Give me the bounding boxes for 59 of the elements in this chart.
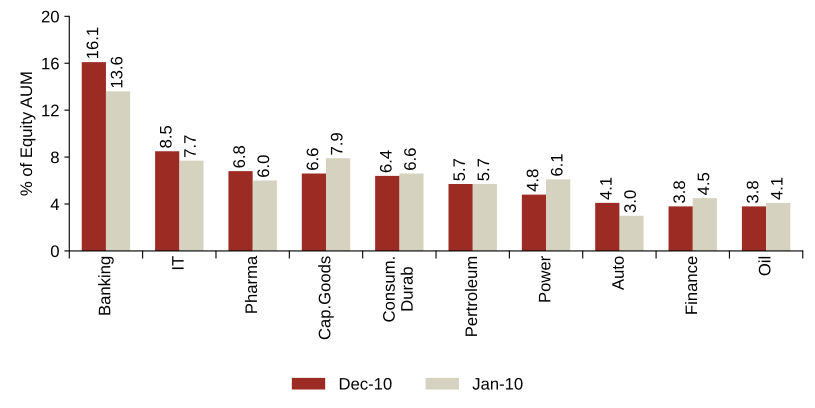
x-tick-label: Consum. Durab bbox=[383, 257, 413, 322]
x-tick-label: Auto bbox=[612, 256, 624, 290]
legend-label: Dec-10 bbox=[340, 378, 392, 390]
legend-label: Jan-10 bbox=[472, 378, 523, 390]
text: 5.7 bbox=[453, 158, 466, 181]
text: 6.4 bbox=[380, 150, 392, 172]
bar bbox=[326, 158, 350, 251]
bar bbox=[375, 176, 400, 251]
x-tick-label: Power bbox=[538, 256, 551, 302]
x-tick-label: IT bbox=[172, 256, 184, 270]
text: 4.8 bbox=[526, 169, 538, 192]
text: 16.1 bbox=[86, 28, 98, 58]
y-tick-label: 8 bbox=[51, 151, 59, 164]
text: 6.6 bbox=[404, 148, 416, 170]
bar bbox=[179, 160, 204, 251]
bar bbox=[546, 179, 570, 251]
x-tick-label: Oil bbox=[758, 256, 771, 276]
text: 4.1 bbox=[771, 178, 783, 200]
text: 6.1 bbox=[550, 154, 563, 176]
y-tick-label: 4 bbox=[50, 198, 60, 210]
x-tick-label: Finance bbox=[684, 256, 698, 314]
x-tick-label: Pharma bbox=[244, 256, 258, 313]
bar bbox=[668, 206, 693, 251]
text: 13.6 bbox=[110, 56, 123, 88]
y-tick-label: 12 bbox=[42, 104, 59, 116]
x-tick-label: Cap.Goods bbox=[318, 256, 334, 340]
bar bbox=[522, 194, 546, 251]
x-tick-label: Pertroleum bbox=[464, 256, 478, 336]
bar bbox=[399, 174, 424, 251]
bar bbox=[155, 151, 180, 251]
y-tick-label: 16 bbox=[42, 58, 59, 70]
bar bbox=[106, 91, 130, 251]
text: 6.6 bbox=[306, 148, 318, 170]
bar bbox=[595, 202, 620, 251]
y-tick-label: 20 bbox=[42, 10, 59, 23]
text: 6.0 bbox=[257, 155, 270, 177]
bar bbox=[448, 184, 473, 251]
text: 7.9 bbox=[330, 133, 343, 155]
bar bbox=[619, 216, 644, 251]
text: 4.1 bbox=[600, 178, 612, 200]
text: 8.5 bbox=[160, 126, 172, 148]
bar bbox=[692, 198, 717, 251]
text: 4.5 bbox=[698, 172, 710, 195]
bar bbox=[252, 180, 277, 251]
x-tick-label: Banking bbox=[98, 256, 114, 315]
y-axis-title: % of Equity AUM bbox=[20, 72, 36, 196]
bar bbox=[302, 174, 326, 251]
y-tick-label: 0 bbox=[50, 245, 59, 258]
bar bbox=[742, 206, 766, 251]
text: 7.7 bbox=[184, 135, 196, 157]
text: 3.8 bbox=[673, 181, 686, 203]
text: 3.8 bbox=[746, 181, 758, 203]
text: 6.8 bbox=[233, 146, 246, 168]
bar bbox=[766, 202, 790, 251]
text: 3.0 bbox=[624, 190, 636, 212]
bar bbox=[472, 184, 497, 251]
text: 5.7 bbox=[478, 158, 490, 181]
bar bbox=[228, 171, 253, 251]
bar bbox=[82, 62, 106, 251]
